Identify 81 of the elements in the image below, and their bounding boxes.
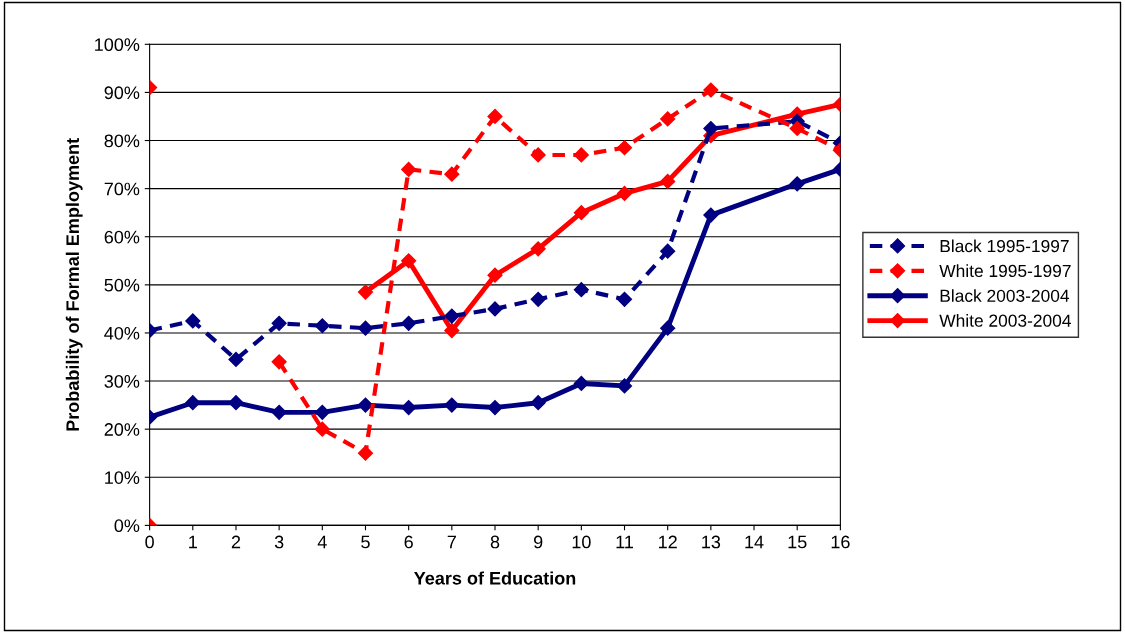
point: [314, 421, 330, 437]
y-tick-label: 100%: [95, 38, 140, 52]
x-tick-label: 5: [361, 535, 370, 549]
y-tick-label: 30%: [104, 375, 140, 388]
point: [444, 322, 460, 339]
point: [616, 185, 633, 202]
point: [444, 397, 460, 413]
point: [530, 241, 546, 257]
point: [314, 404, 330, 420]
x-tick-label: 0: [145, 535, 154, 549]
y-tick-label: 70%: [104, 182, 140, 196]
point: [789, 176, 805, 192]
point: [444, 308, 460, 324]
point: [573, 147, 589, 163]
point: [487, 267, 503, 283]
point: [616, 291, 633, 307]
point: [616, 378, 633, 394]
point: [660, 173, 676, 189]
x-tick-label: 14: [745, 535, 764, 549]
point: [487, 301, 503, 317]
point: [228, 395, 244, 411]
point: [703, 120, 719, 137]
point: [530, 395, 546, 411]
point: [660, 111, 676, 127]
x-tick-label: 11: [616, 535, 634, 549]
point: [616, 140, 633, 156]
point: [573, 205, 589, 221]
point: [357, 320, 374, 336]
legend-label: White 1995-1997: [939, 264, 1071, 278]
point: [530, 147, 546, 163]
point: [401, 315, 417, 331]
point: [401, 399, 417, 416]
y-tick-label: 50%: [104, 278, 140, 292]
point: [660, 243, 676, 259]
x-tick-label: 12: [659, 535, 677, 549]
point: [487, 399, 503, 416]
y-tick-label: 20%: [104, 423, 140, 436]
y-axis-title: Probability of Formal Employment: [65, 138, 83, 431]
point: [314, 318, 330, 334]
x-tick-label: 15: [788, 535, 807, 549]
y-tick-label: 40%: [104, 326, 140, 340]
x-tick-label: 13: [702, 535, 721, 549]
x-tick-label: 8: [490, 535, 500, 549]
legend-label: Black 1995-1997: [940, 239, 1069, 253]
x-tick-label: 1: [189, 535, 197, 549]
point: [487, 108, 503, 125]
point: [530, 291, 546, 307]
legend-label: Black 2003-2004: [940, 289, 1070, 302]
point: [271, 315, 287, 331]
x-tick-label: 4: [317, 535, 327, 549]
point: [573, 282, 589, 298]
point: [401, 253, 417, 269]
point: [271, 354, 287, 370]
x-tick-label: 16: [831, 535, 850, 549]
point: [228, 351, 244, 367]
point: [703, 82, 719, 98]
point: [357, 445, 374, 461]
point: [185, 395, 201, 411]
y-tick-label: 0%: [114, 519, 140, 533]
point: [573, 375, 589, 392]
point: [185, 313, 201, 329]
point: [401, 161, 417, 177]
y-tick-label: 90%: [104, 86, 140, 100]
point: [357, 284, 374, 300]
x-tick-label: 9: [534, 535, 543, 549]
point: [271, 404, 287, 420]
x-tick-label: 6: [404, 535, 413, 549]
x-tick-label: 2: [231, 535, 241, 549]
x-tick-label: 3: [274, 535, 284, 549]
point: [703, 207, 719, 223]
legend-label: White 2003-2004: [939, 314, 1071, 327]
x-tick-label: 7: [447, 535, 456, 549]
point: [660, 320, 676, 336]
y-tick-label: 60%: [104, 230, 140, 244]
y-tick-label: 80%: [104, 134, 140, 148]
point: [357, 397, 374, 413]
y-tick-label: 10%: [105, 471, 140, 484]
x-axis-title: Years of Education: [414, 571, 576, 585]
x-tick-label: 10: [572, 535, 591, 549]
point: [444, 166, 460, 182]
point: [789, 120, 805, 137]
